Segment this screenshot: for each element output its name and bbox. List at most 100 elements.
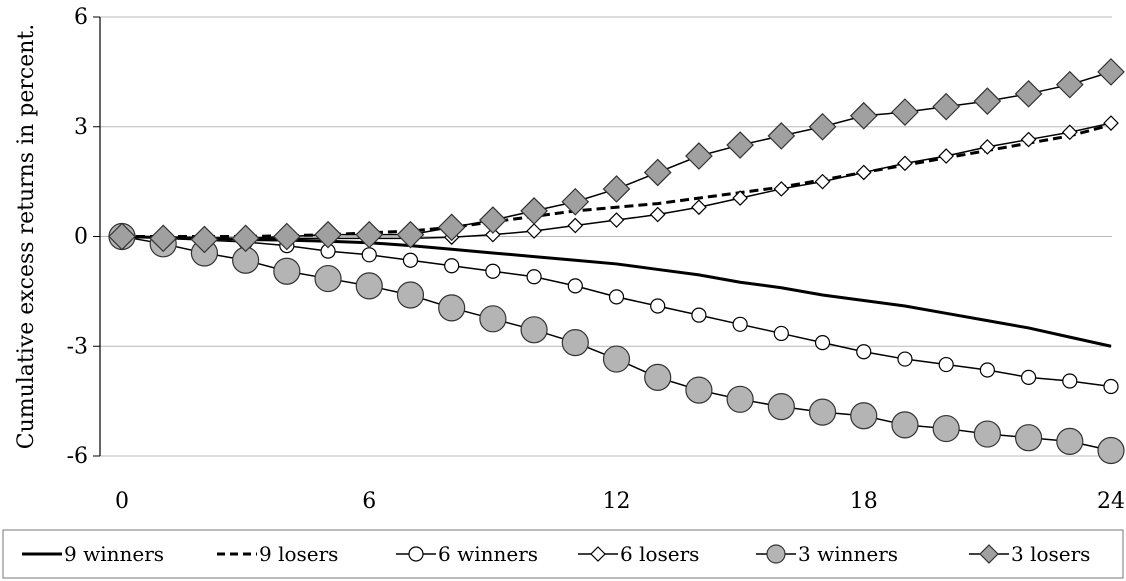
data-point (1056, 427, 1084, 455)
data-point (767, 122, 796, 150)
data-point (396, 220, 425, 249)
data-point (567, 278, 583, 294)
data-point (897, 351, 913, 367)
data-point (938, 356, 954, 373)
legend-item: 9 losers (217, 542, 338, 566)
data-point (938, 148, 955, 164)
data-point (1020, 131, 1037, 148)
data-point (1103, 378, 1119, 395)
legend: 9 winners 9 losers 6 winners 6 losers 3 winn… (2, 529, 1124, 579)
data-point (685, 376, 713, 404)
data-point (897, 155, 913, 172)
data-point (1055, 70, 1084, 99)
legend-label: 6 losers (620, 542, 699, 566)
legend-item: 3 winners (756, 542, 898, 566)
data-point (732, 316, 748, 332)
data-point (1014, 79, 1043, 108)
data-point (479, 305, 507, 333)
data-point (438, 294, 466, 322)
data-point (355, 220, 384, 249)
data-point (361, 247, 377, 263)
data-point (855, 164, 872, 181)
data-point (149, 224, 178, 253)
x-tick-label: 12 (603, 489, 631, 514)
data-point (808, 112, 837, 141)
data-point (850, 402, 878, 430)
data-point (602, 175, 631, 203)
data-point (1097, 436, 1125, 465)
y-tick-label: 3 (74, 115, 88, 140)
legend-box (2, 529, 1124, 579)
legend-label: 9 losers (259, 542, 338, 566)
data-point (567, 217, 584, 234)
data-point (732, 190, 748, 206)
legend-label: 9 winners (64, 542, 164, 566)
data-point (314, 220, 342, 249)
data-point (1061, 124, 1078, 141)
y-tick-label: 6 (74, 5, 88, 30)
data-point (766, 544, 786, 564)
data-point (685, 142, 713, 170)
data-point (644, 363, 672, 391)
data-point (1014, 424, 1043, 452)
data-point (355, 272, 383, 300)
data-point (973, 420, 1001, 448)
data-point (526, 223, 542, 239)
data-point (979, 139, 996, 155)
data-point (590, 546, 606, 562)
data-point (979, 362, 995, 378)
y-tick-label: 0 (74, 225, 88, 250)
legend-item: 6 winners (396, 542, 538, 566)
data-point (402, 252, 419, 268)
data-point (526, 269, 542, 285)
data-point (437, 213, 466, 242)
y-axis-label: Cumulative excess returns in percent. (14, 24, 39, 450)
data-point (849, 101, 878, 130)
x-tick-label: 18 (850, 489, 878, 514)
data-point (408, 546, 424, 562)
data-point (520, 197, 548, 225)
data-point (773, 325, 789, 342)
data-point (643, 158, 672, 187)
data-point (979, 544, 999, 564)
data-point (1097, 58, 1125, 86)
data-point (1020, 369, 1037, 385)
legend-item: 9 winners (22, 542, 164, 566)
data-point (932, 92, 961, 121)
x-tick-label: 24 (1097, 489, 1125, 514)
data-point (891, 411, 919, 439)
legend-item: 3 losers (969, 542, 1090, 566)
data-point (485, 226, 501, 243)
data-point (814, 173, 831, 190)
legend-label: 6 winners (438, 542, 538, 566)
data-point (891, 98, 919, 126)
data-point (479, 206, 507, 234)
data-point (932, 414, 960, 443)
data-point (767, 393, 795, 421)
y-tick-label: -3 (67, 334, 88, 359)
data-point (608, 212, 625, 228)
data-point (1062, 373, 1078, 389)
legend-label: 3 losers (1011, 542, 1090, 566)
data-point (1103, 115, 1119, 131)
data-point (396, 281, 425, 309)
data-point (272, 222, 301, 251)
data-point (231, 224, 260, 253)
data-point (602, 345, 631, 373)
data-point (561, 187, 590, 216)
x-tick-label: 0 (115, 489, 129, 514)
data-point (608, 289, 625, 305)
x-tick-label: 6 (362, 489, 376, 514)
data-point (973, 87, 1002, 115)
data-point (814, 334, 831, 351)
data-point (314, 264, 342, 293)
data-point (108, 222, 136, 251)
data-point (273, 257, 301, 285)
data-point (808, 398, 837, 426)
data-point (520, 316, 548, 344)
legend-item: 6 losers (578, 542, 699, 566)
data-point (190, 225, 219, 254)
series-group (108, 58, 1125, 465)
data-point (691, 199, 707, 216)
